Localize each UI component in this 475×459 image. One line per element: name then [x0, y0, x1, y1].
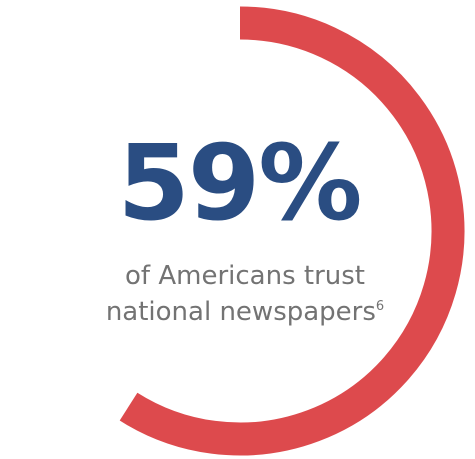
caption-line-1: of Americans trust: [125, 261, 365, 291]
percentage-value: 59%: [117, 122, 363, 244]
caption-line-2-text: national newspapers: [105, 297, 376, 327]
caption-line-2: national newspapers6: [0, 294, 475, 330]
caption: of Americans trust national newspapers6: [0, 258, 475, 330]
value-arc: [119, 6, 465, 456]
footnote-marker: 6: [375, 299, 385, 314]
